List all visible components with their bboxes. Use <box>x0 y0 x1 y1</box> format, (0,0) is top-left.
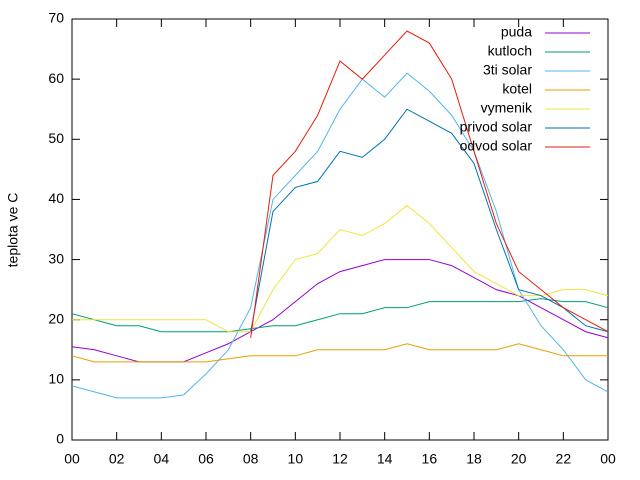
y-tick-label: 50 <box>48 130 64 146</box>
legend-label: kotel <box>502 81 532 97</box>
x-tick-label: 18 <box>466 451 482 467</box>
x-tick-label: 00 <box>600 451 616 467</box>
x-tick-label: 08 <box>243 451 259 467</box>
legend-label: vymenik <box>481 100 533 116</box>
y-tick-label: 0 <box>56 431 64 447</box>
legend-label: kutloch <box>488 43 532 59</box>
y-tick-label: 70 <box>48 10 64 26</box>
y-tick-label: 10 <box>48 371 64 387</box>
y-tick-label: 30 <box>48 250 64 266</box>
y-tick-label: 60 <box>48 70 64 86</box>
series-line <box>72 204 609 333</box>
legend-label: odvod solar <box>460 138 533 154</box>
x-tick-label: 12 <box>332 451 348 467</box>
legend-label: puda <box>501 24 532 40</box>
legend-label: privod solar <box>460 119 533 135</box>
y-tick-label: 40 <box>48 190 64 206</box>
x-tick-label: 14 <box>377 451 393 467</box>
x-tick-label: 22 <box>556 451 572 467</box>
y-tick-label: 20 <box>48 310 64 326</box>
series-line <box>250 108 609 333</box>
series-line <box>71 298 609 333</box>
x-tick-label: 06 <box>198 451 214 467</box>
x-tick-label: 00 <box>64 451 80 467</box>
x-tick-label: 10 <box>288 451 304 467</box>
x-tick-label: 02 <box>109 451 125 467</box>
x-tick-label: 04 <box>154 451 170 467</box>
y-axis-label: teplota ve C <box>5 193 21 268</box>
legend-label: 3ti solar <box>483 62 532 78</box>
x-tick-label: 20 <box>511 451 527 467</box>
series-line <box>71 343 608 363</box>
series-line <box>250 30 609 338</box>
x-tick-label: 16 <box>422 451 438 467</box>
